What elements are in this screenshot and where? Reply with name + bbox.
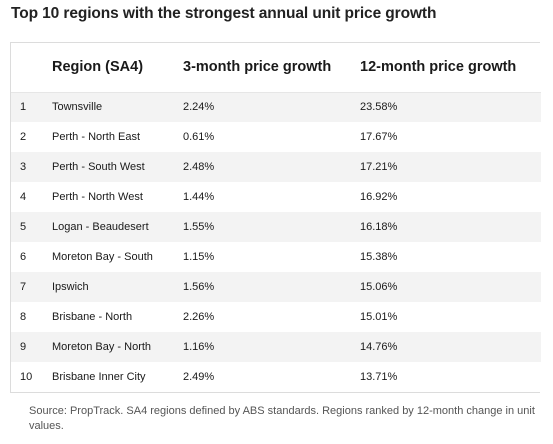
header-12-month-growth: 12-month price growth — [351, 43, 541, 93]
cell-3-month-growth: 1.16% — [183, 341, 215, 353]
cell-12-month-growth: 16.18% — [360, 221, 398, 233]
cell-3-month-growth: 2.48% — [183, 161, 215, 173]
cell-region: Townsville — [52, 101, 103, 114]
chart-title: Top 10 regions with the strongest annual… — [11, 5, 437, 22]
header-rank — [11, 43, 43, 93]
cell-3-month-growth: 1.15% — [183, 251, 215, 263]
cell-region: Moreton Bay - North — [52, 341, 152, 353]
cell-3-month-growth: 2.49% — [183, 371, 215, 383]
table-row: 4 Perth - North West 1.44% 16.92% — [11, 182, 541, 212]
cell-rank: 2 — [20, 131, 27, 143]
cell-12-month-growth: 15.01% — [360, 311, 398, 323]
table-header-row: Region (SA4) 3-month price growth 12-mon… — [11, 43, 541, 93]
cell-12-month-growth: 16.92% — [360, 191, 398, 203]
cell-rank: 8 — [20, 311, 27, 323]
cell-rank: 9 — [20, 341, 27, 353]
cell-12-month-growth: 15.06% — [360, 281, 398, 293]
cell-rank: 4 — [20, 191, 27, 203]
cell-rank: 7 — [20, 281, 27, 293]
data-table: Region (SA4) 3-month price growth 12-mon… — [11, 43, 541, 392]
cell-region: Brisbane - North — [52, 311, 133, 323]
cell-region: Moreton Bay - South — [52, 251, 153, 263]
table-row: 10 Brisbane Inner City 2.49% 13.71% — [11, 362, 541, 392]
cell-rank: 3 — [20, 161, 27, 173]
cell-region: Perth - North West — [52, 191, 143, 203]
table-row: 5 Logan - Beaudesert 1.55% 16.18% — [11, 212, 541, 242]
table-row: 9 Moreton Bay - North 1.16% 14.76% — [11, 332, 541, 362]
table-row: 3 Perth - South West 2.48% 17.21% — [11, 152, 541, 182]
cell-3-month-growth: 1.55% — [183, 221, 215, 233]
cell-3-month-growth: 0.61% — [183, 131, 215, 143]
cell-region: Perth - North East — [52, 131, 141, 143]
cell-region: Logan - Beaudesert — [52, 221, 149, 233]
source-footnote: Source: PropTrack. SA4 regions defined b… — [29, 405, 535, 432]
table-row: 1 Townsville 2.24% 23.58% — [11, 92, 541, 122]
cell-12-month-growth: 14.76% — [360, 341, 398, 353]
header-region: Region (SA4) — [43, 43, 174, 93]
cell-12-month-growth: 23.58% — [360, 101, 398, 114]
cell-3-month-growth: 1.44% — [183, 191, 215, 203]
cell-region: Ipswich — [52, 281, 89, 293]
cell-3-month-growth: 2.26% — [183, 311, 215, 323]
cell-12-month-growth: 15.38% — [360, 251, 398, 263]
cell-3-month-growth: 2.24% — [183, 101, 215, 114]
cell-rank: 5 — [20, 221, 27, 233]
header-3-month-growth: 3-month price growth — [174, 43, 351, 93]
cell-12-month-growth: 17.21% — [360, 161, 398, 173]
table-row: 8 Brisbane - North 2.26% 15.01% — [11, 302, 541, 332]
cell-rank: 6 — [20, 251, 27, 263]
table-row: 7 Ipswich 1.56% 15.06% — [11, 272, 541, 302]
cell-12-month-growth: 13.71% — [360, 371, 398, 383]
cell-3-month-growth: 1.56% — [183, 281, 215, 293]
cell-rank: 10 — [20, 371, 33, 383]
cell-region: Brisbane Inner City — [52, 371, 146, 383]
table-row: 6 Moreton Bay - South 1.15% 15.38% — [11, 242, 541, 272]
cell-12-month-growth: 17.67% — [360, 131, 398, 143]
cell-region: Perth - South West — [52, 161, 145, 173]
cell-rank: 1 — [20, 101, 27, 114]
data-table-container: Region (SA4) 3-month price growth 12-mon… — [10, 42, 541, 393]
table-row: 2 Perth - North East 0.61% 17.67% — [11, 122, 541, 152]
